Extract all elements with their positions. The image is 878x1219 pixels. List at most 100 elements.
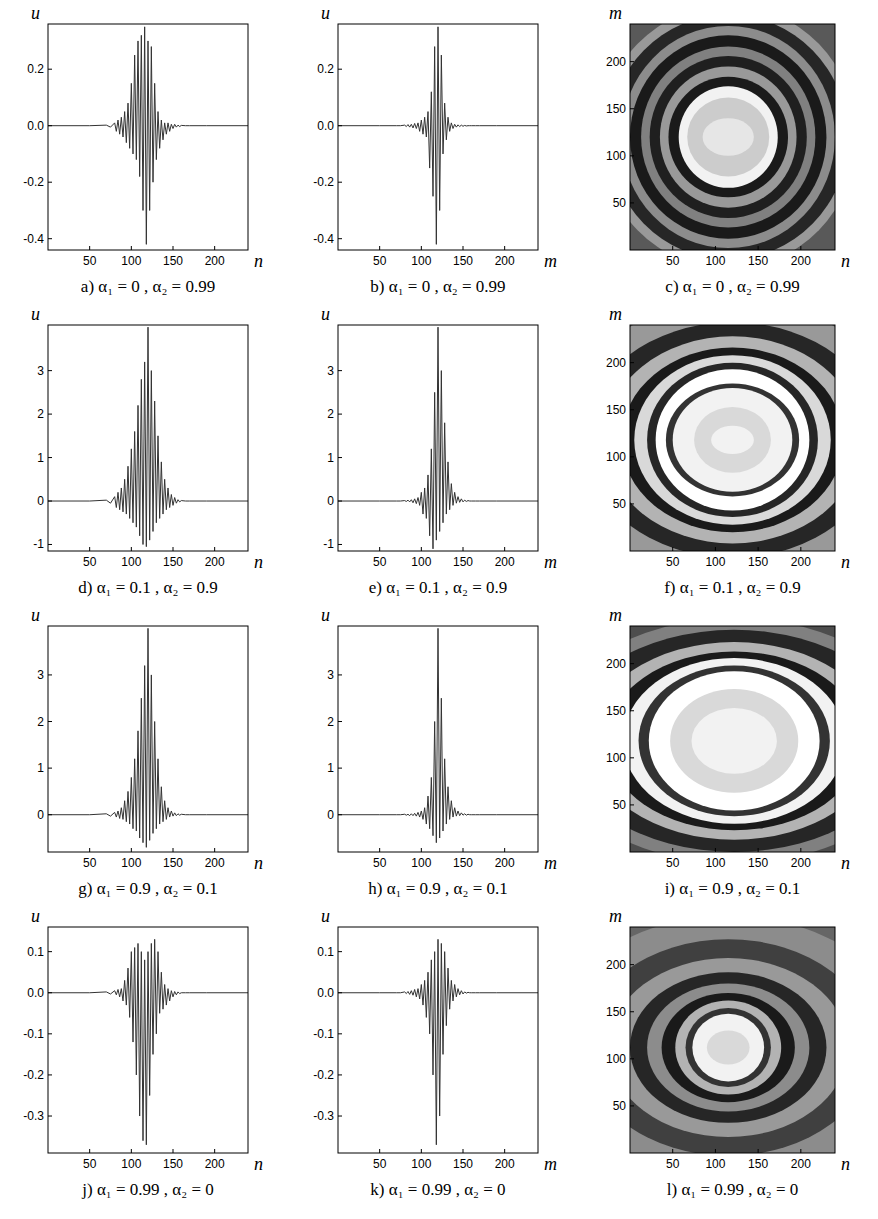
x-tick [89, 547, 90, 551]
y-tick-label: 0.1 [27, 945, 44, 959]
y-tick-label: 3 [327, 364, 334, 378]
y-tick [48, 370, 52, 371]
panel: 501001502000.20.0-0.2-0.4nua) α₁ = 0 , α… [23, 3, 263, 296]
contour-band [686, 1008, 771, 1087]
contour-band [630, 642, 835, 840]
frame [630, 24, 835, 250]
y-tick [338, 721, 342, 722]
x-tick [214, 246, 215, 250]
contour-band [630, 325, 835, 551]
x-tick [463, 1149, 464, 1153]
y-tick [338, 1074, 342, 1075]
y-tick [630, 362, 634, 363]
y-tick-label: -0.2 [313, 175, 334, 189]
panel: 501001502000123muh) α₁ = 0.9 , α₂ = 0.1 [321, 605, 557, 898]
y-tick [630, 757, 634, 758]
x-tick-label: 50 [666, 555, 680, 569]
y-tick-label: 0.1 [317, 945, 334, 959]
y-tick-label: 0.2 [27, 62, 44, 76]
x-tick [800, 1149, 801, 1153]
profile-line [338, 939, 538, 1144]
y-tick-label: 0.2 [317, 62, 334, 76]
x-tick [800, 848, 801, 852]
x-axis-label: n [841, 1154, 850, 1174]
y-tick-label: 100 [606, 450, 626, 464]
x-tick-label: 50 [83, 555, 97, 569]
y-tick [48, 951, 52, 952]
x-tick-label: 150 [748, 254, 768, 268]
x-tick [715, 246, 716, 250]
y-tick-label: 3 [37, 668, 44, 682]
x-axis-label: m [544, 853, 557, 873]
profile-line [338, 27, 538, 245]
x-tick-label: 50 [666, 856, 680, 870]
x-tick-label: 150 [748, 856, 768, 870]
y-tick [338, 674, 342, 675]
y-tick-label: 0 [327, 808, 334, 822]
x-tick [421, 246, 422, 250]
y-tick-label: -0.2 [23, 175, 44, 189]
y-tick [630, 503, 634, 504]
y-tick [338, 814, 342, 815]
background [0, 0, 878, 1219]
y-axis-label: m [609, 304, 622, 324]
y-axis-label: u [31, 906, 40, 926]
y-tick [48, 992, 52, 993]
x-tick [421, 547, 422, 551]
x-axis-label: n [254, 251, 263, 271]
x-tick [173, 848, 174, 852]
profile-line [48, 327, 248, 546]
y-tick-label: 100 [606, 149, 626, 163]
contour-band [630, 325, 835, 551]
contour-band [679, 86, 778, 188]
contour-band [692, 1014, 764, 1082]
y-tick-label: 1 [37, 451, 44, 465]
y-tick-label: -0.2 [313, 1068, 334, 1082]
contour-band [630, 35, 826, 238]
contour-band [630, 630, 835, 852]
panel-caption: i) α₁ = 0.9 , α₂ = 0.1 [665, 879, 801, 898]
x-tick [421, 1149, 422, 1153]
y-axis-label: u [321, 906, 330, 926]
frame [630, 927, 835, 1153]
frame [630, 626, 835, 852]
x-tick [715, 547, 716, 551]
panel: 501001502000.10.0-0.1-0.2-0.3muk) α₁ = 0… [313, 906, 557, 1199]
y-tick [338, 544, 342, 545]
contour-band [630, 24, 835, 250]
y-tick-label: 1 [327, 451, 334, 465]
x-tick [89, 1149, 90, 1153]
x-axis-label: n [254, 1154, 263, 1174]
panel-caption: g) α₁ = 0.9 , α₂ = 0.1 [78, 879, 218, 898]
y-tick [48, 457, 52, 458]
plot-area [338, 939, 538, 1144]
y-tick-label: -0.4 [313, 232, 334, 246]
y-tick-label: 150 [606, 1005, 626, 1019]
plot-area [630, 24, 835, 250]
panel: 5010015020050100150200nml) α₁ = 0.99 , α… [387, 671, 878, 1219]
x-tick-label: 50 [83, 856, 97, 870]
x-tick-label: 150 [748, 1157, 768, 1171]
x-tick [504, 246, 505, 250]
y-tick [48, 544, 52, 545]
x-tick [89, 246, 90, 250]
contour-band [630, 325, 835, 551]
x-tick-label: 200 [495, 254, 515, 268]
y-tick-label: 50 [613, 497, 627, 511]
contour-band [641, 47, 815, 228]
x-tick [758, 547, 759, 551]
panel: 501001502000.10.0-0.1-0.2-0.3nuj) α₁ = 0… [23, 906, 263, 1199]
y-tick [338, 501, 342, 502]
y-tick-label: 0 [37, 808, 44, 822]
x-tick [758, 1149, 759, 1153]
panel-caption: d) α₁ = 0.1 , α₂ = 0.9 [78, 578, 218, 597]
contour-band [630, 972, 826, 1123]
panel-caption: c) α₁ = 0 , α₂ = 0.99 [665, 277, 799, 296]
y-axis-label: u [31, 3, 40, 23]
x-tick [463, 848, 464, 852]
frame [630, 325, 835, 551]
y-tick [630, 1011, 634, 1012]
panel: 501001502000123nug) α₁ = 0.9 , α₂ = 0.1 [31, 605, 263, 898]
contour-band [656, 369, 810, 510]
contour-band [630, 927, 835, 1153]
